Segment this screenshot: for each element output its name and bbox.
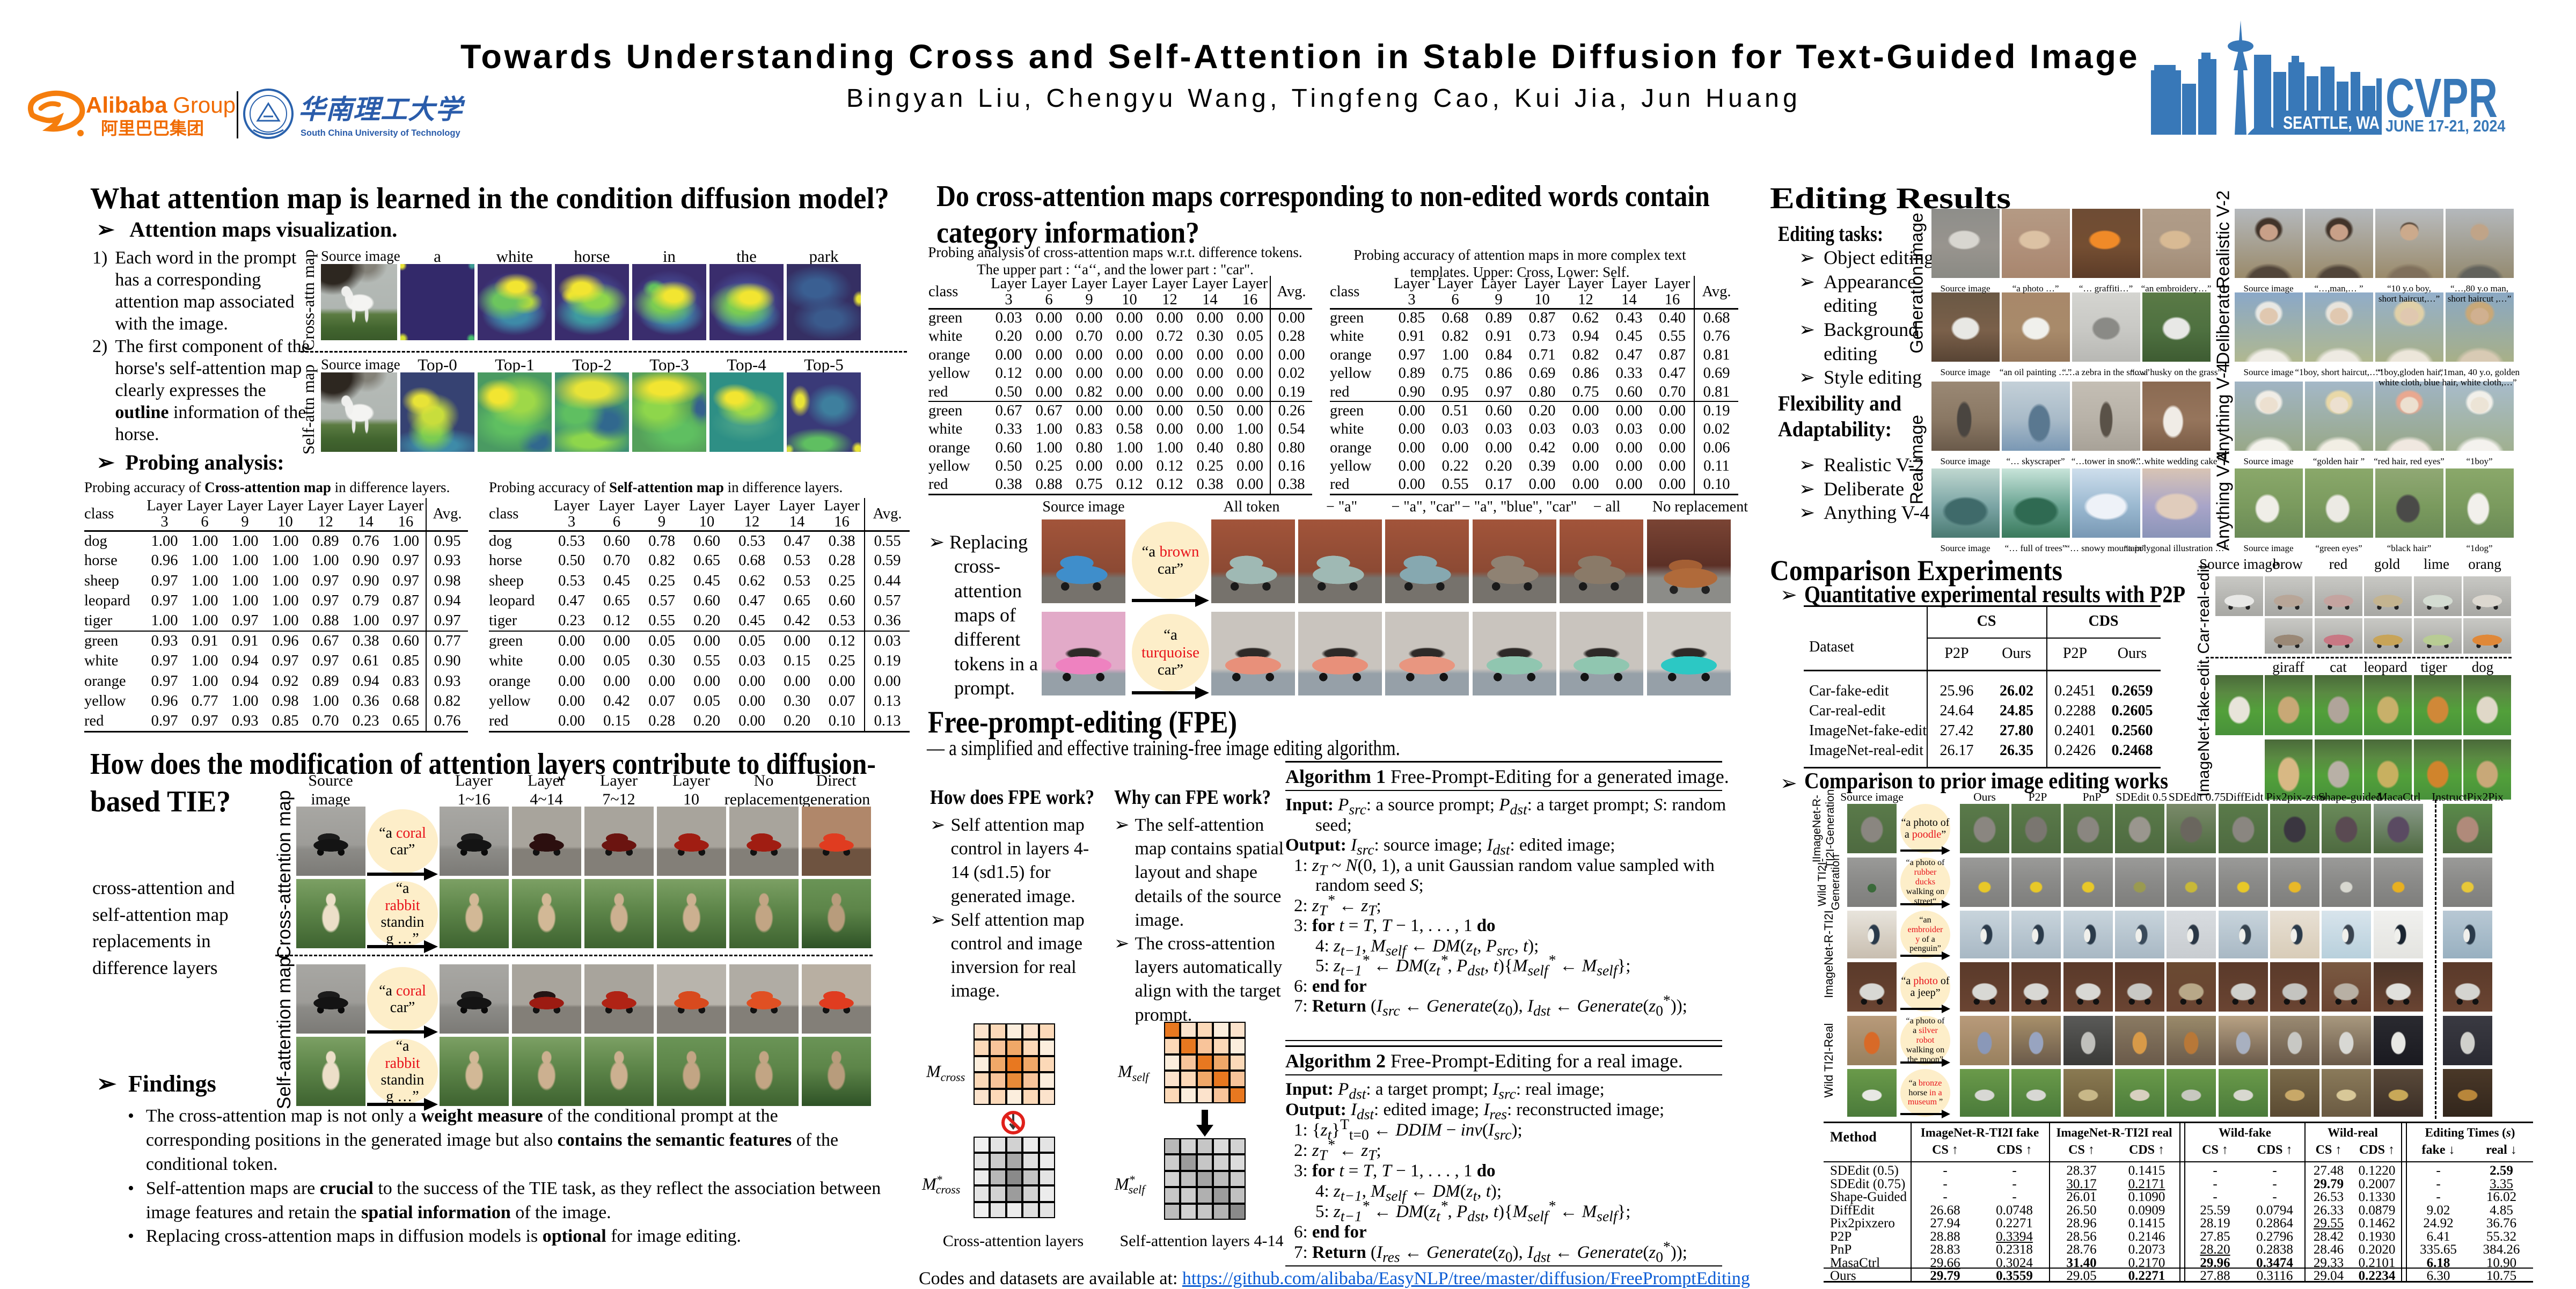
svg-text:CVPR: CVPR <box>2385 67 2498 129</box>
svg-text:JUNE 17-21, 2024: JUNE 17-21, 2024 <box>2385 117 2505 135</box>
svg-text:SEATTLE, WA: SEATTLE, WA <box>2283 114 2380 133</box>
